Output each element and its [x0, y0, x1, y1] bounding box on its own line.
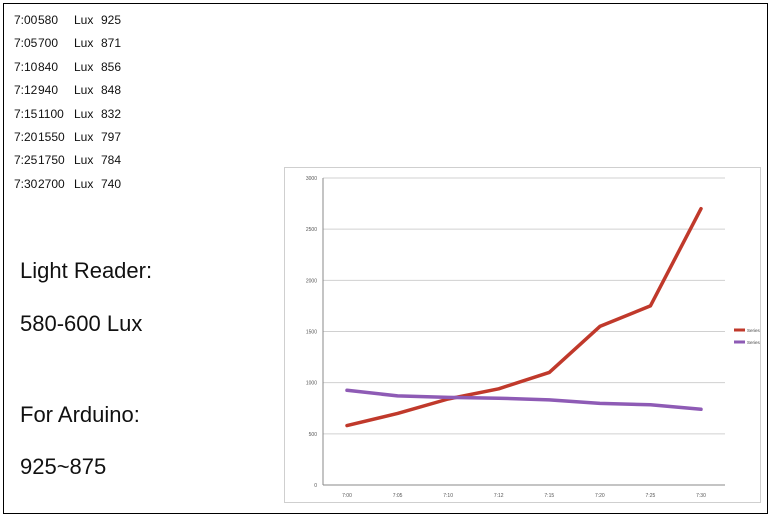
x-tick-label: 7:30: [696, 493, 706, 499]
reading-unit: Lux: [74, 106, 94, 121]
chart-container: 0 500 1000 1500 2000 2500 3000 7:00 7:05 7:10 7:12…: [284, 167, 763, 503]
x-tick-label: 7:10: [443, 493, 453, 499]
y-tick-label: 1000: [306, 381, 317, 387]
reading-arduino-value: 784: [101, 153, 122, 168]
series-line: [345, 388, 703, 412]
reading-time: 7:20: [14, 129, 38, 144]
reading-value: 1100: [38, 106, 64, 121]
reading-time: 7:25: [14, 153, 38, 168]
reading-value: 840: [38, 59, 59, 74]
reading-unit: Lux: [74, 13, 94, 27]
y-tick-label: 500: [309, 432, 318, 438]
x-tick-label: 7:15: [544, 493, 554, 499]
reading-value: 700: [38, 36, 59, 51]
reading-unit: Lux: [74, 176, 94, 191]
arduino-value: 925~875: [20, 454, 107, 479]
reading-time: 7:12: [14, 83, 38, 98]
reading-time: 7:10: [14, 59, 38, 74]
arduino-label: For Arduino:: [20, 402, 140, 427]
reading-unit: Lux: [74, 129, 94, 144]
y-tick-label: 0: [314, 483, 317, 489]
reading-time: 7:05: [14, 36, 38, 51]
reading-unit: Lux: [74, 153, 94, 168]
x-tick-label: 7:00: [342, 493, 352, 499]
reading-arduino-value: 832: [101, 106, 122, 121]
reading-unit: Lux: [74, 59, 94, 74]
line-chart: 0 500 1000 1500 2000 2500 3000 7:00 7:05 7:10 7:12…: [306, 176, 763, 499]
reading-time: 7:00: [14, 13, 38, 27]
legend-label: Series2: [747, 328, 760, 333]
x-tick-label: 7:25: [646, 493, 656, 499]
x-tick-label: 7:12: [494, 493, 504, 499]
reading-arduino-value: 871: [101, 36, 122, 51]
legend-label: Series4: [747, 340, 760, 345]
reading-arduino-value: 925: [101, 13, 122, 27]
y-tick-label: 1500: [306, 330, 317, 336]
reading-arduino-value: 740: [101, 176, 122, 191]
reading-value: 2700: [38, 176, 65, 191]
light-reader-value: 580-600 Lux: [20, 311, 143, 336]
reading-value: 1750: [38, 153, 65, 168]
x-tick-label: 7:05: [393, 493, 403, 499]
reading-arduino-value: 797: [101, 129, 122, 144]
reading-arduino-value: 856: [101, 59, 122, 74]
light-reader-label: Light Reader:: [20, 258, 153, 283]
y-tick-label: 2500: [306, 227, 317, 233]
reading-unit: Lux: [74, 36, 94, 51]
series-line: [345, 206, 703, 428]
reading-unit: Lux: [74, 83, 94, 98]
reading-value: 580: [38, 13, 59, 27]
reading-value: 940: [38, 83, 59, 98]
reading-time: 7:15: [14, 106, 38, 121]
document-frame: 7:00 580 Lux 925 7:05 700 Lux 871 7:10 840 Lux 856 7…: [3, 3, 768, 514]
reading-arduino-value: 848: [101, 83, 122, 98]
reading-time: 7:30: [14, 176, 38, 191]
x-tick-label: 7:20: [595, 493, 605, 499]
y-tick-label: 2000: [306, 278, 317, 284]
reading-value: 1550: [38, 129, 65, 144]
y-tick-label: 3000: [306, 176, 317, 182]
